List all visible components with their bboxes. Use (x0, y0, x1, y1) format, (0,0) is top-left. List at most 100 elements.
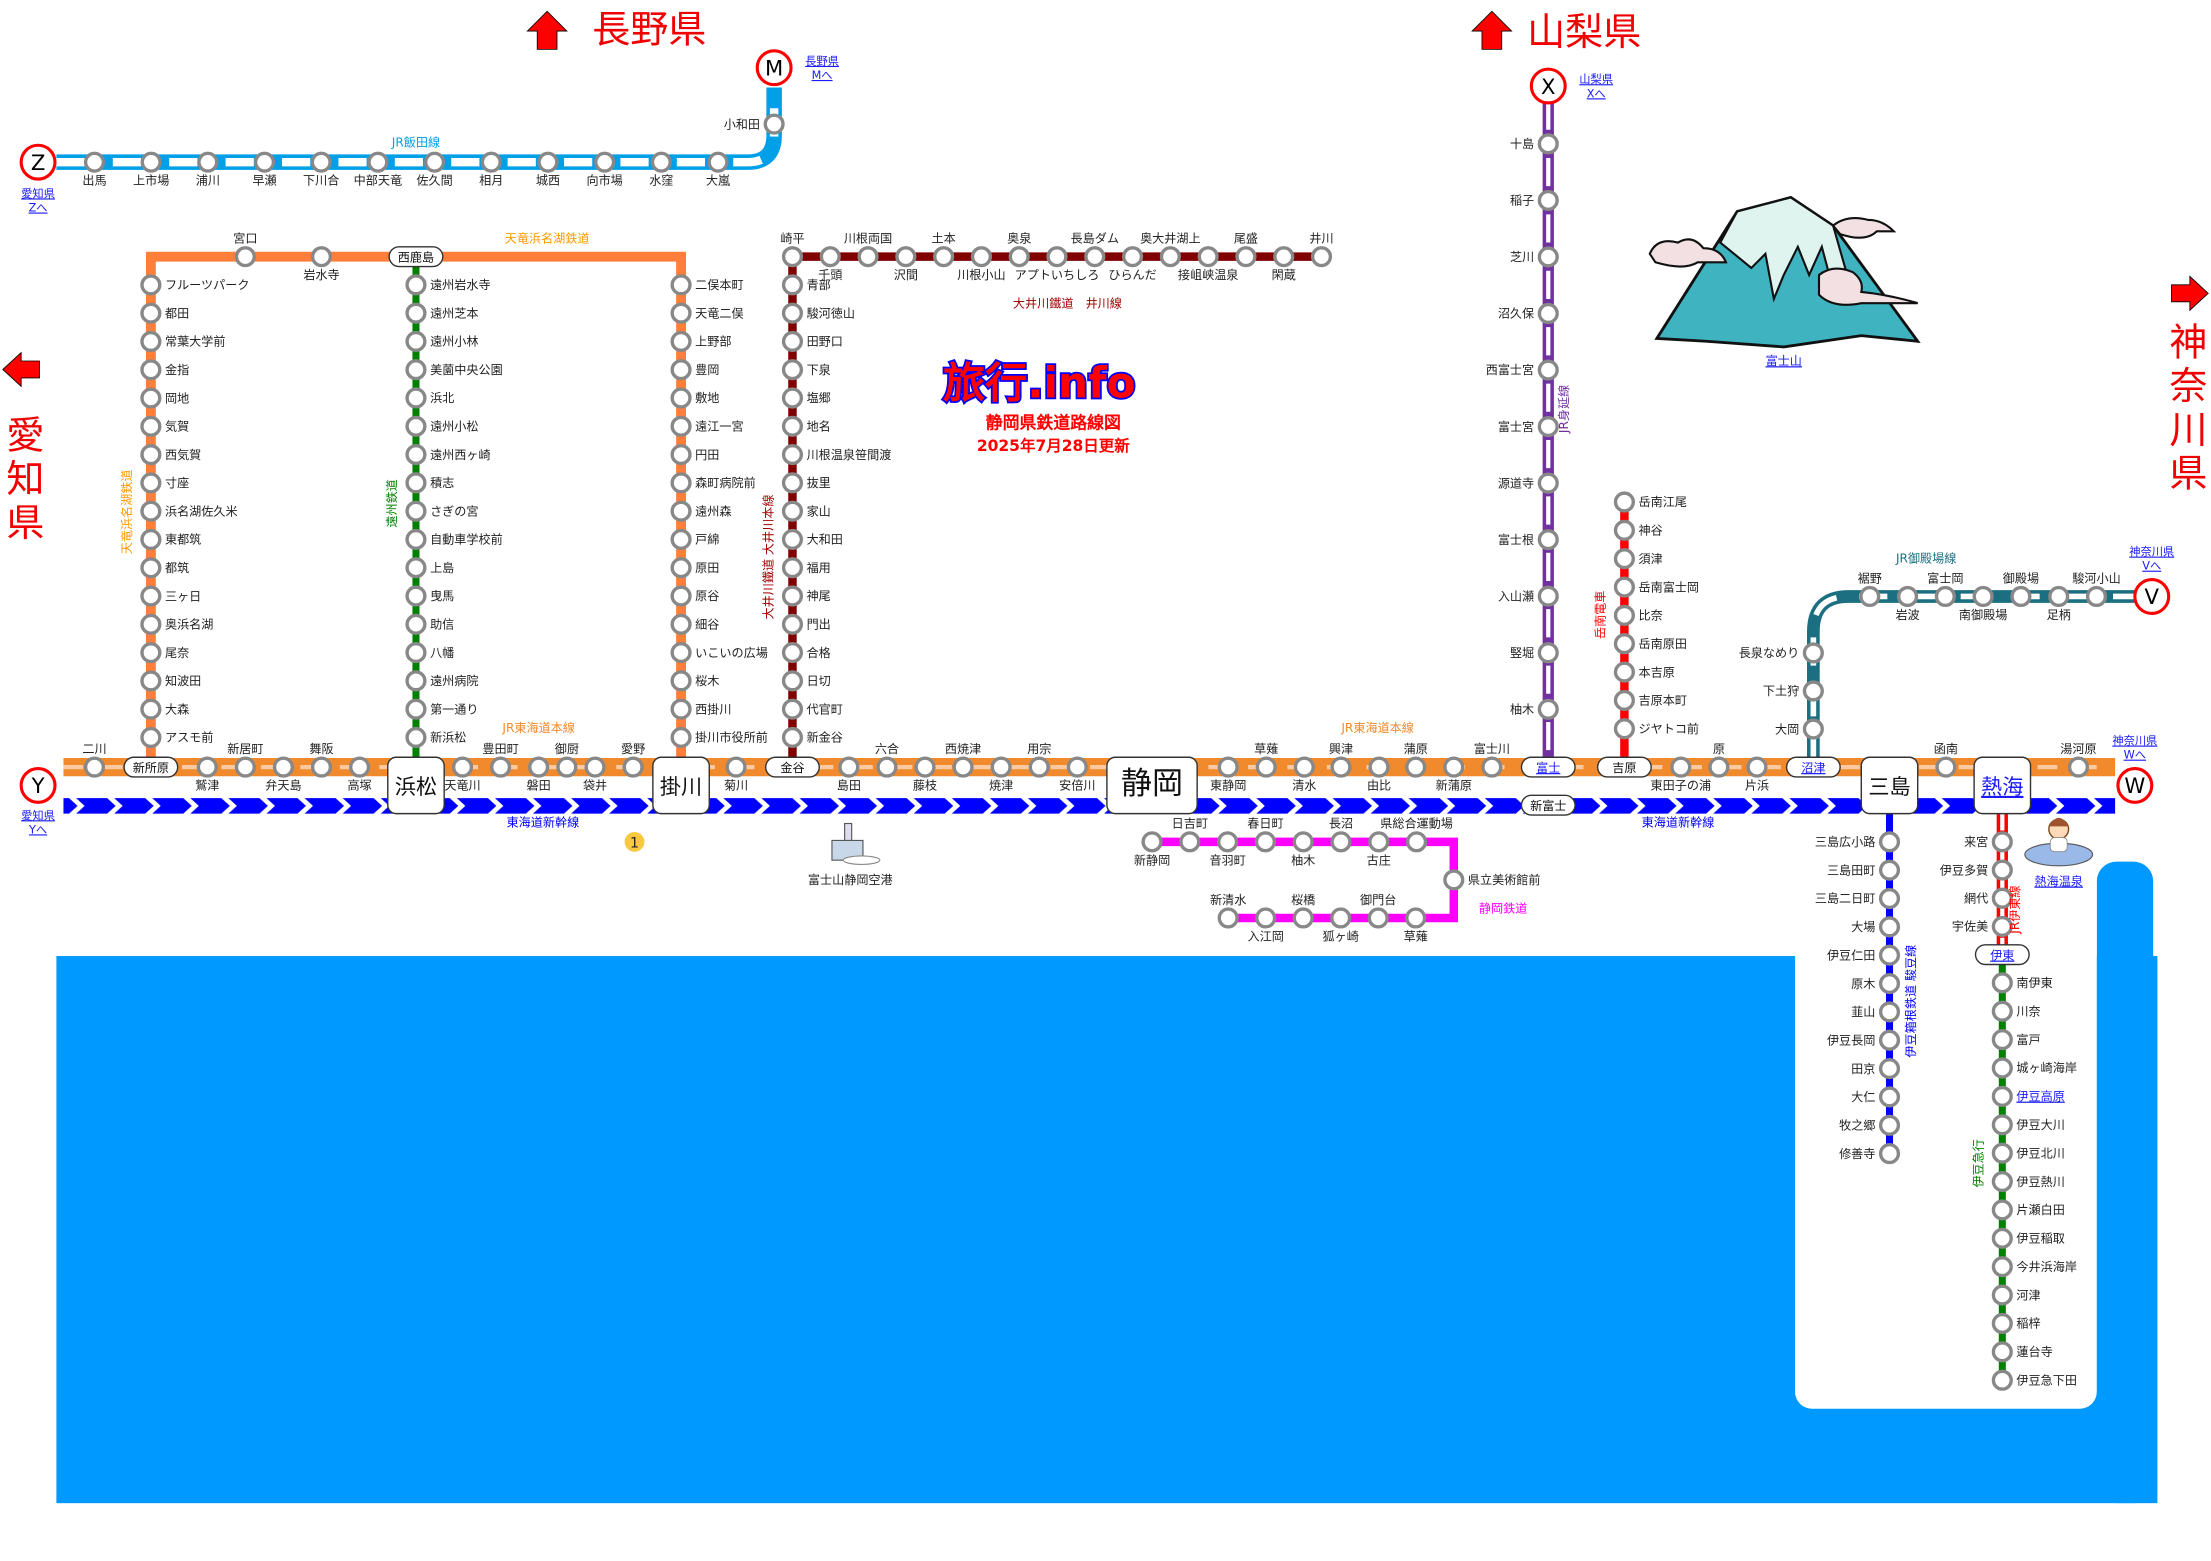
station-marker[interactable] (1896, 585, 1919, 608)
station-marker[interactable] (405, 613, 427, 635)
station[interactable]: 西焼津 (945, 742, 981, 778)
station[interactable]: 三島田町 (1827, 859, 1901, 881)
station[interactable]: 長島ダム (1071, 231, 1119, 268)
station[interactable]: 西富士宮 (1486, 359, 1559, 381)
station-marker[interactable] (781, 302, 804, 324)
station[interactable]: 自動車学校前 (405, 528, 503, 551)
station-marker[interactable] (405, 670, 427, 692)
station-marker[interactable] (1235, 246, 1257, 268)
station-marker[interactable] (424, 151, 446, 173)
station[interactable]: 伊豆多賀 (1940, 859, 2013, 881)
station-marker[interactable] (670, 726, 692, 749)
station[interactable]: 岡地 (140, 387, 189, 409)
station[interactable]: 田京 (1851, 1058, 1901, 1080)
station-marker[interactable] (781, 274, 804, 296)
station-marker[interactable] (1991, 915, 2013, 938)
station[interactable]: 柚木 (1510, 698, 1559, 720)
station[interactable]: 御厨 (555, 741, 579, 778)
station[interactable]: 用宗 (1027, 741, 1051, 778)
station-marker[interactable] (2085, 585, 2108, 608)
station-box[interactable]: 伊東 (1974, 944, 2030, 966)
station-marker[interactable] (197, 151, 219, 173)
station-marker[interactable] (1991, 1369, 2013, 1391)
station-marker[interactable] (1028, 756, 1050, 778)
station[interactable]: 入江岡 (1248, 907, 1284, 944)
station-marker[interactable] (1613, 519, 1635, 541)
station[interactable]: 新静岡 (1134, 831, 1170, 867)
station-marker[interactable] (1878, 1001, 1901, 1023)
station-marker[interactable] (1613, 718, 1635, 740)
station[interactable]: 二川 (82, 742, 107, 778)
station-marker[interactable] (819, 246, 841, 268)
station[interactable]: 塩郷 (781, 387, 831, 409)
connector-link-pref[interactable]: 長野県 (805, 55, 839, 68)
station[interactable]: 御門台 (1360, 892, 1396, 929)
station-marker[interactable] (1878, 1058, 1901, 1080)
station-marker[interactable] (781, 585, 804, 607)
station-box[interactable]: 掛川 (652, 756, 710, 815)
station[interactable]: 長沼 (1329, 817, 1353, 853)
station-marker[interactable] (140, 472, 162, 494)
station[interactable]: 福用 (781, 557, 831, 579)
station[interactable]: 高塚 (347, 756, 372, 793)
station-marker[interactable] (1935, 756, 1957, 778)
station[interactable]: 富戸 (1991, 1029, 2041, 1051)
station-box[interactable]: 新富士 (1520, 794, 1576, 816)
station-marker[interactable] (1613, 633, 1635, 655)
station-marker[interactable] (1537, 415, 1559, 438)
station-marker[interactable] (670, 330, 692, 353)
station-marker[interactable] (1481, 756, 1503, 778)
station[interactable]: 神尾 (781, 585, 831, 607)
station-marker[interactable] (781, 500, 804, 522)
station[interactable]: 新居町 (227, 741, 264, 778)
station[interactable]: 原谷 (670, 585, 719, 607)
station[interactable]: 上市場 (133, 151, 169, 188)
station-marker[interactable] (1537, 302, 1559, 325)
station[interactable]: 知波田 (140, 670, 201, 692)
station-marker[interactable] (234, 756, 256, 778)
station-marker[interactable] (1991, 1199, 2013, 1221)
station[interactable]: 竪堀 (1510, 642, 1559, 664)
station[interactable]: 遠州小林 (405, 330, 479, 353)
station-marker[interactable] (140, 500, 162, 522)
station[interactable]: 富士岡 (1927, 570, 1964, 608)
station[interactable]: 美薗中央公園 (405, 359, 503, 381)
station[interactable]: 八幡 (405, 642, 454, 664)
station[interactable]: 足柄 (2047, 585, 2071, 622)
station[interactable]: 県立美術館前 (1443, 869, 1541, 891)
station-marker[interactable] (990, 756, 1012, 778)
station[interactable]: アプトいちしろ (1015, 246, 1100, 282)
station[interactable]: 富士根 (1498, 529, 1559, 551)
station[interactable]: 狐ヶ崎 (1323, 907, 1359, 944)
station[interactable]: 遠州病院 (405, 670, 479, 692)
station[interactable]: 遠州芝本 (405, 302, 479, 324)
station-marker[interactable] (1613, 604, 1635, 626)
station-marker[interactable] (1537, 133, 1559, 155)
station-marker[interactable] (781, 246, 804, 268)
station[interactable]: 新清水 (1210, 892, 1246, 929)
station[interactable]: 森町病院前 (670, 472, 756, 494)
station-box[interactable]: 三島 (1860, 756, 1919, 815)
station[interactable]: 遠州岩水寺 (405, 274, 491, 296)
station-marker[interactable] (781, 443, 804, 466)
station-marker[interactable] (1179, 831, 1201, 853)
station-marker[interactable] (1254, 831, 1276, 853)
station[interactable]: 裾野 (1858, 570, 1882, 608)
station-marker[interactable] (1878, 1143, 1901, 1165)
station-marker[interactable] (1368, 756, 1390, 778)
station-marker[interactable] (895, 246, 917, 268)
station[interactable]: 常葉大学前 (140, 330, 226, 353)
connector-z[interactable]: Z 愛知県 Zへ (19, 143, 57, 215)
station-marker[interactable] (405, 443, 427, 466)
station[interactable]: 三ヶ日 (140, 585, 201, 607)
station[interactable]: 伊豆北川 (1991, 1142, 2065, 1164)
station[interactable]: 駿河小山 (2072, 571, 2121, 608)
station-marker[interactable] (781, 387, 804, 409)
station[interactable]: 抜里 (781, 472, 831, 494)
station-marker[interactable] (781, 670, 804, 692)
station-marker[interactable] (367, 151, 389, 173)
station-marker[interactable] (1273, 246, 1295, 268)
station-marker[interactable] (405, 415, 427, 437)
